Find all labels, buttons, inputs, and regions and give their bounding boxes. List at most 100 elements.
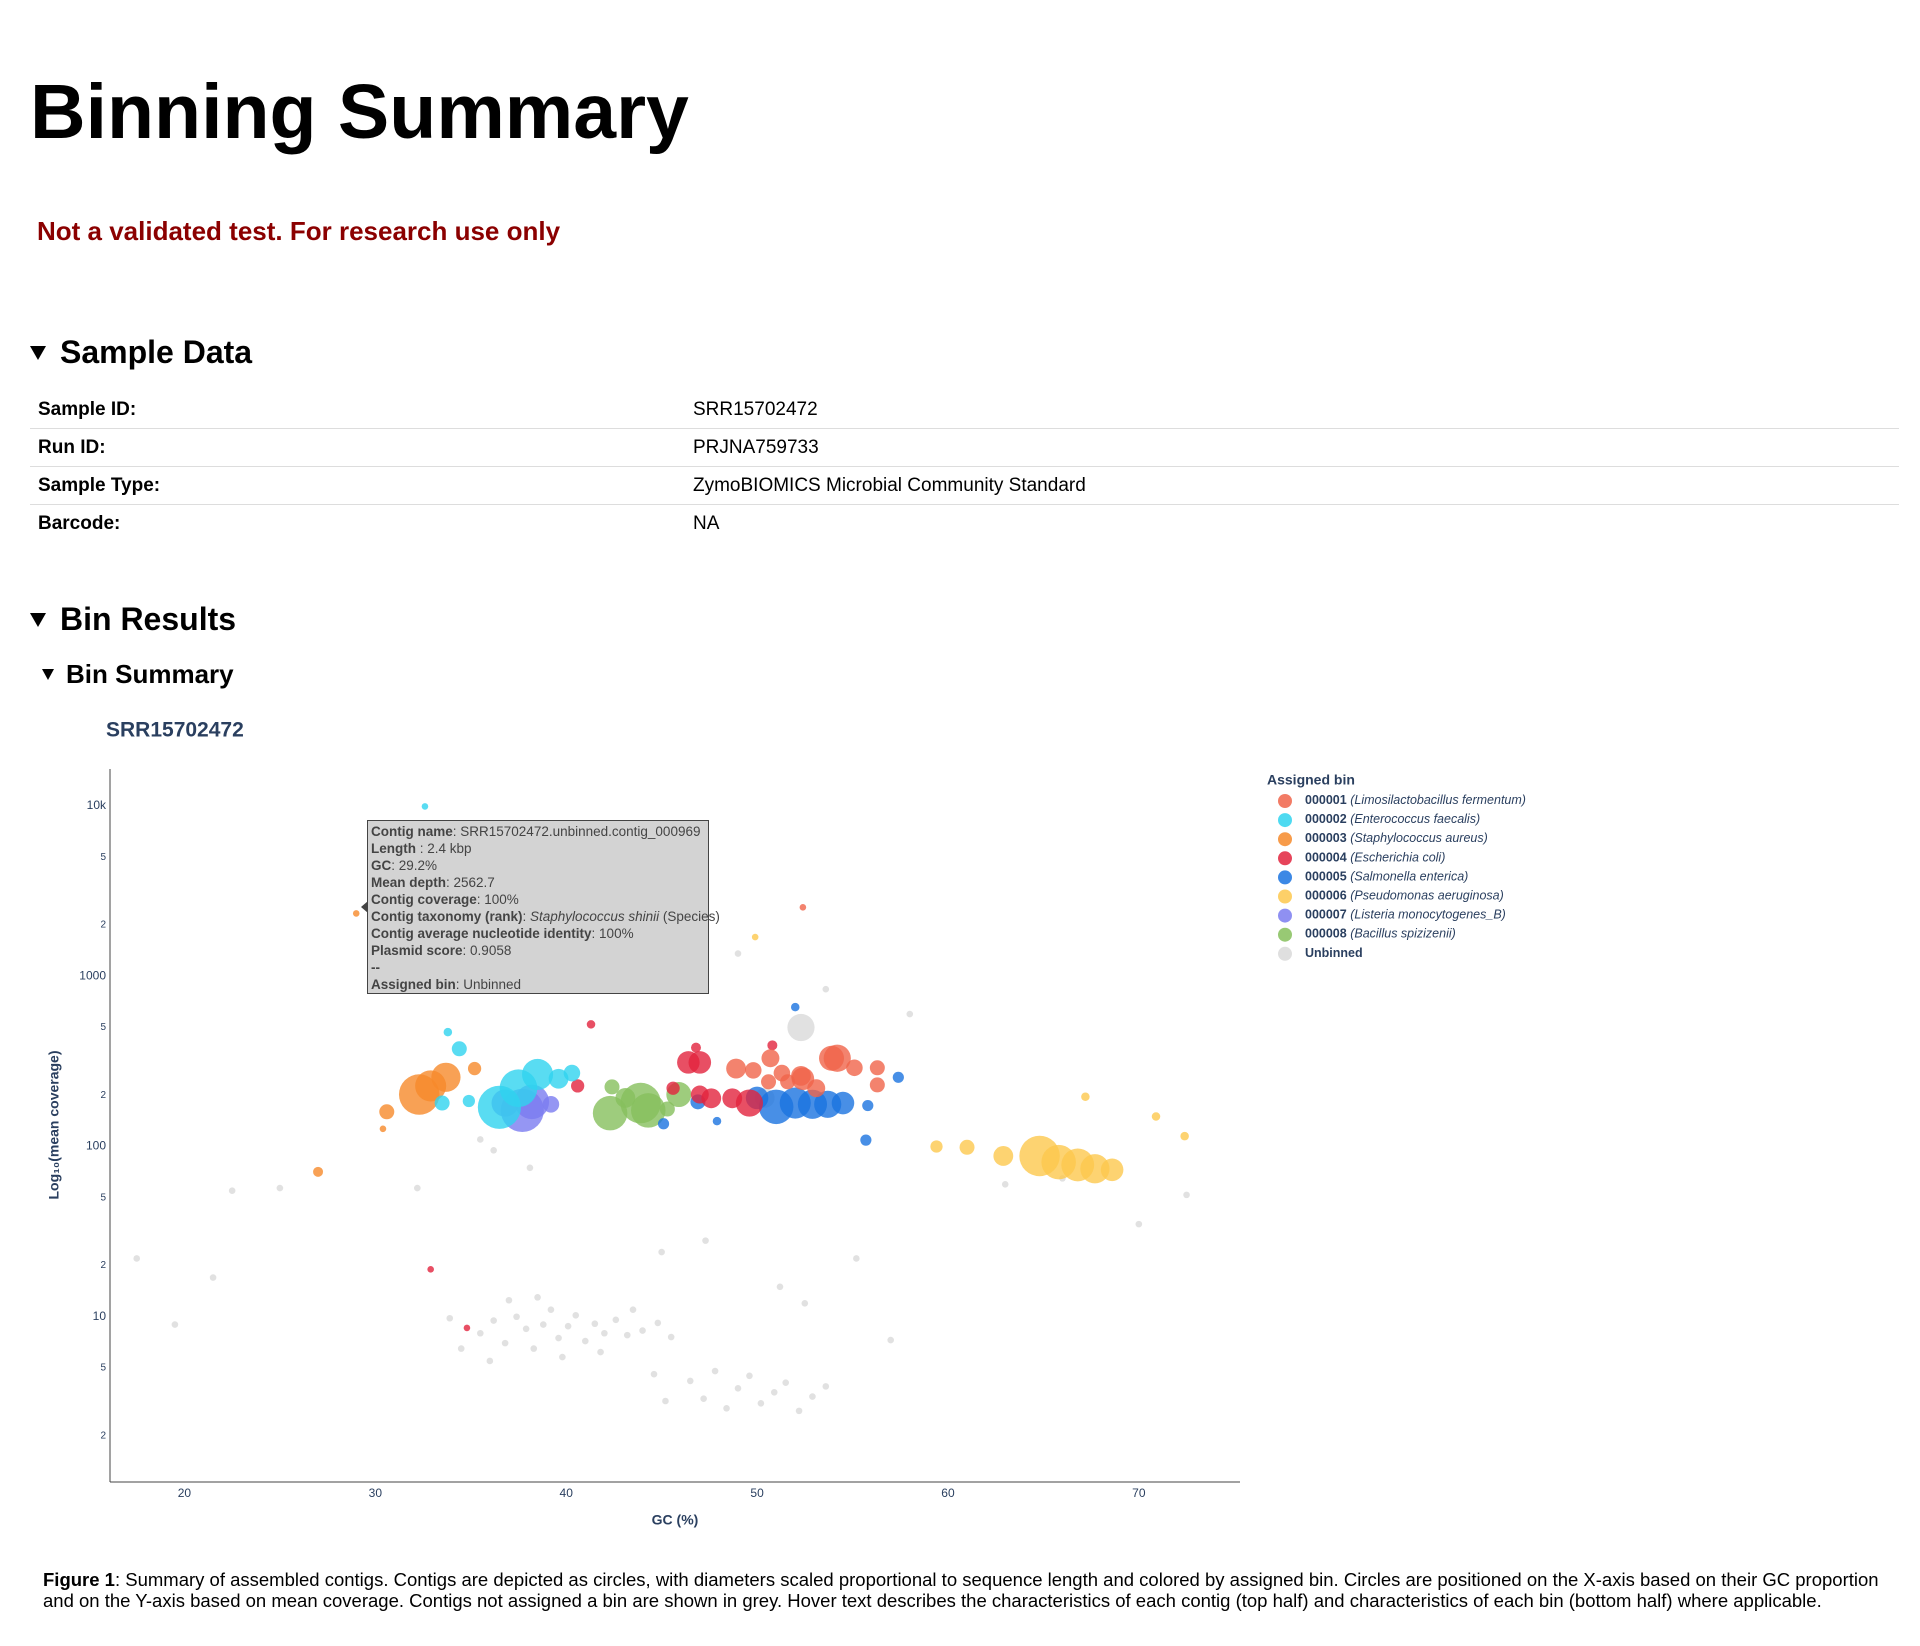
contig-point — [601, 1329, 608, 1337]
contig-point — [691, 1042, 701, 1053]
y-tick-label: 10k — [87, 798, 107, 812]
contig-point — [631, 1093, 666, 1128]
contig-point — [723, 1404, 730, 1412]
tooltip-field: Contig coverage — [371, 892, 477, 907]
section-title: Sample Data — [60, 334, 253, 370]
contig-point — [477, 1136, 484, 1143]
legend-item[interactable]: 000008 (Bacillus spizizenii) — [1278, 927, 1456, 942]
legend-marker — [1278, 889, 1292, 904]
legend-item[interactable]: 000003 (Staphylococcus aureus) — [1278, 831, 1488, 847]
contig-point — [352, 910, 360, 917]
legend-label: 000008 (Bacillus spizizenii) — [1305, 927, 1456, 941]
subsection-toggle[interactable]: Bin Summary — [42, 659, 234, 690]
legend-label: 000005 (Salmonella enterica) — [1305, 870, 1468, 884]
legend-item[interactable]: Unbinned — [1278, 946, 1363, 961]
x-tick-label: 20 — [178, 1486, 192, 1500]
y-tick-label: 5 — [100, 1192, 106, 1203]
tooltip-value: : 2562.7 — [446, 875, 495, 890]
legend-item[interactable]: 000002 (Enterococcus faecalis) — [1278, 812, 1480, 828]
contig-point — [564, 1322, 572, 1330]
legend-item[interactable]: 000004 (Escherichia coli) — [1278, 851, 1445, 866]
tooltip-value: : 100% — [476, 892, 519, 907]
contig-point — [548, 1068, 569, 1089]
contig-point — [414, 1184, 421, 1192]
field-label: Run ID: — [30, 428, 685, 467]
section-toggle[interactable]: Bin Results — [30, 601, 236, 638]
y-tick-label: 2 — [100, 1430, 106, 1441]
field-value: NA — [693, 512, 720, 534]
contig-point — [379, 1125, 387, 1133]
legend-label: Unbinned — [1305, 946, 1363, 960]
contig-point — [563, 1064, 581, 1082]
series-group — [751, 933, 1189, 1184]
contig-point — [490, 1147, 497, 1154]
contig-point — [591, 1320, 599, 1328]
contig-point — [379, 1104, 395, 1120]
contig-point — [930, 1140, 943, 1153]
legend-label: 000006 (Pseudomonas aeruginosa) — [1305, 889, 1504, 903]
series-group — [421, 803, 581, 1129]
contig-point — [799, 904, 807, 911]
caption-text: : Summary of assembled contigs. Contigs … — [43, 1569, 1879, 1611]
y-tick-label: 1000 — [79, 968, 106, 982]
tooltip-line: Contig coverage: 100% — [371, 891, 705, 908]
contig-point — [1183, 1191, 1190, 1199]
notice: Not a validated test. For research use o… — [37, 216, 561, 246]
legend-marker — [1278, 851, 1292, 866]
legend-bin: 000005 — [1305, 870, 1347, 884]
field-value: PRJNA759733 — [685, 428, 1899, 467]
contig-point — [666, 1081, 680, 1095]
contig-point — [462, 1094, 475, 1108]
contig-point — [734, 1384, 742, 1392]
contig-point — [571, 1079, 585, 1093]
contig-point — [869, 1060, 885, 1076]
contig-point — [228, 1187, 236, 1195]
legend-marker — [1278, 927, 1292, 942]
contig-point — [662, 1397, 669, 1405]
section-toggle[interactable]: Sample Data — [30, 334, 252, 371]
contig-point — [434, 1095, 450, 1111]
series-group — [726, 904, 885, 1098]
legend-taxon: (Pseudomonas aeruginosa) — [1350, 889, 1504, 903]
subsection-title: Bin Summary — [66, 659, 234, 689]
table-row: Sample ID: SRR15702472 — [30, 391, 1899, 429]
legend-item[interactable]: 000001 (Limosilactobacillus fermentum) — [1278, 793, 1526, 808]
legend-taxon: (Bacillus spizizenii) — [1350, 927, 1456, 941]
contig-point — [735, 1089, 764, 1117]
tooltip-field: Contig name — [371, 824, 453, 839]
legend-taxon: (Listeria monocytogenes_B) — [1350, 908, 1506, 922]
contig-point — [726, 1058, 746, 1079]
chart: SRR15702472 GC (%) Log₁₀(mean coverage) … — [46, 719, 1526, 1528]
contig-point — [522, 1325, 530, 1333]
legend-item[interactable]: 000007 (Listeria monocytogenes_B) — [1278, 908, 1506, 923]
contig-point — [486, 1357, 494, 1365]
contig-point — [658, 1248, 665, 1256]
x-tick-label: 40 — [560, 1486, 574, 1500]
tooltip-field: -- — [371, 960, 380, 975]
contig-point — [734, 950, 742, 957]
legend-item[interactable]: 000006 (Pseudomonas aeruginosa) — [1278, 889, 1504, 904]
contig-point — [1081, 1092, 1090, 1102]
hover-tooltip: Contig name: SRR15702472.unbinned.contig… — [361, 820, 720, 994]
contig-point — [612, 1316, 620, 1324]
contig-point — [542, 1096, 560, 1113]
contig-point — [770, 1388, 778, 1396]
disclosure-icon — [30, 612, 46, 627]
contig-point — [581, 1337, 589, 1345]
tooltip-line: Contig taxonomy (rank): Staphylococcus s… — [371, 908, 720, 925]
contig-point — [451, 1041, 467, 1057]
tooltip-line: Contig average nucleotide identity: 100% — [371, 925, 705, 942]
contig-point — [639, 1327, 646, 1334]
contig-point — [862, 1099, 874, 1112]
tooltip-value: : 29.2% — [391, 858, 438, 873]
contig-point — [831, 1091, 855, 1115]
legend-taxon: (Escherichia coli) — [1350, 851, 1445, 865]
x-tick-label: 50 — [750, 1486, 764, 1500]
contig-point — [597, 1348, 604, 1356]
legend-item[interactable]: 000005 (Salmonella enterica) — [1278, 870, 1468, 885]
contig-point — [501, 1339, 509, 1347]
contig-point — [761, 1049, 780, 1068]
contig-point — [773, 1064, 791, 1082]
contig-point — [746, 1372, 753, 1380]
